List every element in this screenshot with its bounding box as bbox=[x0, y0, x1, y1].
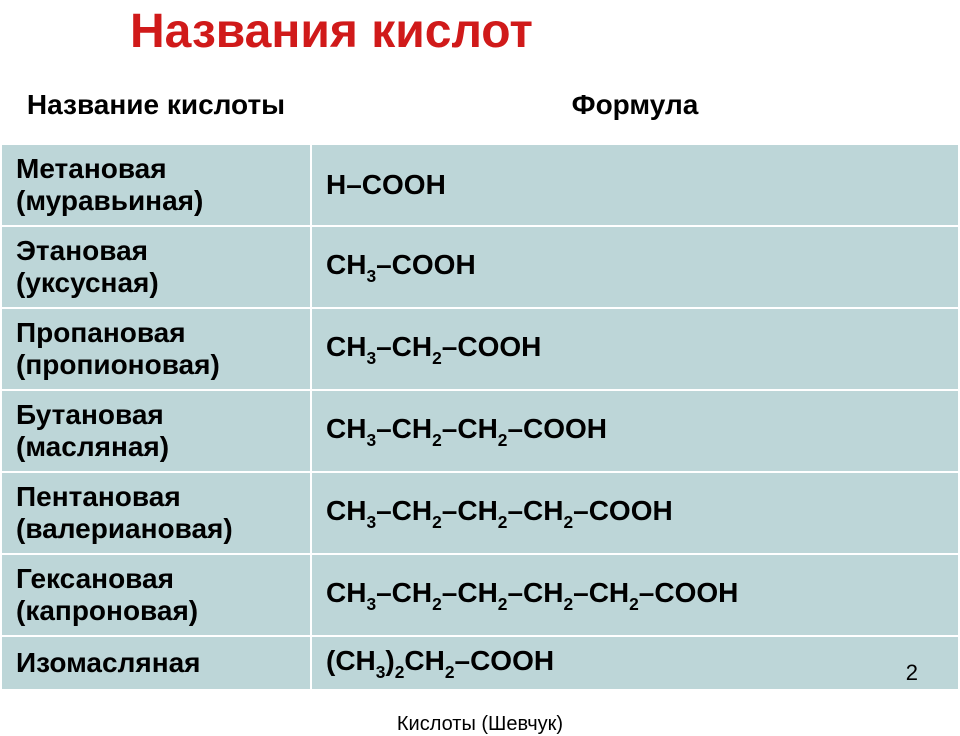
acid-name: Бутановая (масляная) bbox=[1, 390, 311, 472]
acid-name: Пентановая (валериановая) bbox=[1, 472, 311, 554]
table-row: Метановая (муравьиная) H–COOH bbox=[1, 144, 959, 226]
acid-formula: CH3–COOH bbox=[311, 226, 959, 308]
acid-name: Метановая (муравьиная) bbox=[1, 144, 311, 226]
acid-formula: CH3–CH2–COOH bbox=[311, 308, 959, 390]
table-row: Бутановая (масляная) CH3–CH2–CH2–COOH bbox=[1, 390, 959, 472]
acid-name: Изомасляная bbox=[1, 636, 311, 691]
table-header-row: Название кислоты Формула bbox=[1, 66, 959, 144]
slide-title: Названия кислот bbox=[0, 0, 960, 65]
acid-formula: CH3–CH2–CH2–COOH bbox=[311, 390, 959, 472]
table-row: Пропановая (пропионовая) CH3–CH2–COOH bbox=[1, 308, 959, 390]
acids-table: Название кислоты Формула Метановая (мура… bbox=[0, 65, 960, 692]
page-number: 2 bbox=[906, 660, 918, 686]
acid-formula: CH3–CH2–CH2–CH2–COOH bbox=[311, 472, 959, 554]
table-row: Гексановая (капроновая) CH3–CH2–CH2–CH2–… bbox=[1, 554, 959, 636]
acid-formula: CH3–CH2–CH2–CH2–CH2–COOH bbox=[311, 554, 959, 636]
column-header-formula: Формула bbox=[311, 66, 959, 144]
slide-footer: Кислоты (Шевчук) bbox=[0, 691, 960, 736]
table-row: Пентановая (валериановая) CH3–CH2–CH2–CH… bbox=[1, 472, 959, 554]
table-row: Этановая (уксусная) CH3–COOH bbox=[1, 226, 959, 308]
acid-formula: (CH3)2CH2–COOH bbox=[311, 636, 959, 691]
acid-name: Этановая (уксусная) bbox=[1, 226, 311, 308]
acid-name: Пропановая (пропионовая) bbox=[1, 308, 311, 390]
column-header-name: Название кислоты bbox=[1, 66, 311, 144]
acid-name: Гексановая (капроновая) bbox=[1, 554, 311, 636]
table-row: Изомасляная (CH3)2CH2–COOH bbox=[1, 636, 959, 691]
acid-formula: H–COOH bbox=[311, 144, 959, 226]
